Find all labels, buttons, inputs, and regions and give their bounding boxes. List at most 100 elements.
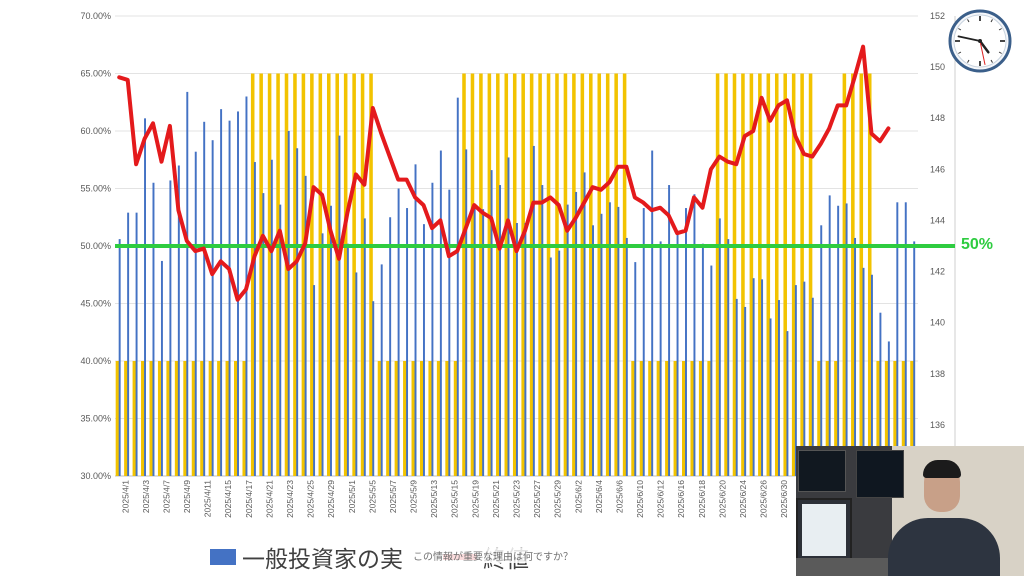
bar-blue [118,239,121,476]
bar-blue [617,206,620,476]
bar-yellow [242,361,247,476]
bar-blue [642,208,645,477]
bar-blue [769,318,772,476]
bar-blue [735,298,738,476]
right-axis-tick-label: 148 [930,113,945,123]
bar-yellow [326,73,331,476]
bar-blue [828,195,831,476]
bar-blue [761,279,764,476]
bar-blue [414,164,417,476]
bar-yellow [867,73,872,476]
bar-blue [541,185,544,477]
bar-blue [194,151,197,476]
bar-yellow [419,361,424,476]
bar-yellow [191,361,196,476]
bar-yellow [267,73,272,476]
bar-blue [228,120,231,477]
bar-yellow [115,361,120,476]
x-axis-tick-label: 2025/4/17 [244,480,254,518]
clock-tick [958,28,962,31]
right-axis-tick-label: 142 [930,267,945,277]
bar-yellow [884,361,889,476]
bar-yellow [859,73,864,476]
bar-yellow [343,73,348,476]
x-axis-tick-label: 2025/6/10 [635,480,645,518]
bar-yellow [335,73,339,476]
x-axis-tick-label: 2025/5/27 [532,480,542,518]
left-axis-tick-label: 45.00% [80,299,111,309]
x-axis-tick-label: 2025/6/6 [614,480,624,513]
bar-yellow [369,73,373,476]
bar-yellow [758,73,762,476]
bar-yellow [622,73,627,476]
bar-blue [490,170,493,476]
bar-yellow [808,73,813,476]
bar-blue [406,208,409,477]
bar-yellow [411,361,416,476]
bar-blue [854,237,857,476]
bar-blue [346,243,349,476]
x-axis-tick-label: 2025/4/11 [203,480,213,517]
bar-blue [135,212,138,476]
bar-blue [896,202,899,477]
close-price-polyline [117,44,891,302]
bar-yellow [352,73,356,476]
bar-blue [701,243,704,476]
left-axis-tick-label: 55.00% [80,184,111,194]
bar-yellow [580,73,585,476]
bar-yellow [157,361,162,476]
right-axis-tick-label: 140 [930,318,945,328]
clock-tick [998,28,1002,31]
bar-blue [279,204,282,476]
right-axis-ticks: 136 138 140 142 144 146 148 150 152 [930,11,945,430]
clock-tick [998,51,1002,54]
bar-yellow [496,73,500,476]
bar-yellow [453,361,458,476]
bar-blue [304,175,307,476]
bar-blue [524,223,527,476]
bar-blue [803,281,806,476]
bar-yellow [208,361,213,476]
bar-yellow [656,361,661,476]
bar-yellow [310,73,314,476]
bar-blue [904,202,907,477]
right-axis-tick-label: 136 [930,420,945,430]
x-axis-tick-label: 2025/5/21 [491,480,501,518]
clock-tick [990,59,993,63]
bar-blue [473,206,476,476]
bar-blue [363,218,366,476]
bar-blue [380,264,383,476]
bar-yellow [183,361,187,476]
bar-blue [608,202,611,477]
bar-yellow [732,73,737,476]
bar-yellow [800,73,804,476]
bar-blue [448,189,451,476]
bar-yellow [149,361,154,476]
bar-blue [676,232,679,476]
bar-yellow [284,73,289,476]
bar-blue [515,223,518,476]
bar-blue [752,278,755,476]
x-axis-tick-label: 2025/5/1 [347,480,357,513]
webcam-person-body [888,518,1000,576]
bar-blue [422,224,425,476]
left-axis-tick-label: 30.00% [80,471,111,481]
clock-tick [958,51,962,54]
bar-yellow [766,73,771,476]
bar-blue [575,191,578,476]
bar-blue [431,182,434,476]
bar-yellow [276,73,280,476]
x-axis-tick-label: 2025/6/20 [717,480,727,518]
bar-yellow [512,73,517,476]
legend-swatch-blue [210,549,236,565]
bar-blue [211,140,214,476]
bar-blue [338,135,341,476]
bar-yellow [403,361,407,476]
bar-yellow [715,73,720,476]
bar-yellow [698,361,703,476]
bar-blue [651,150,654,477]
bar-blue [744,306,747,476]
webcam-monitor-right [856,450,904,498]
x-axis-tick-label: 2025/4/25 [306,480,316,518]
